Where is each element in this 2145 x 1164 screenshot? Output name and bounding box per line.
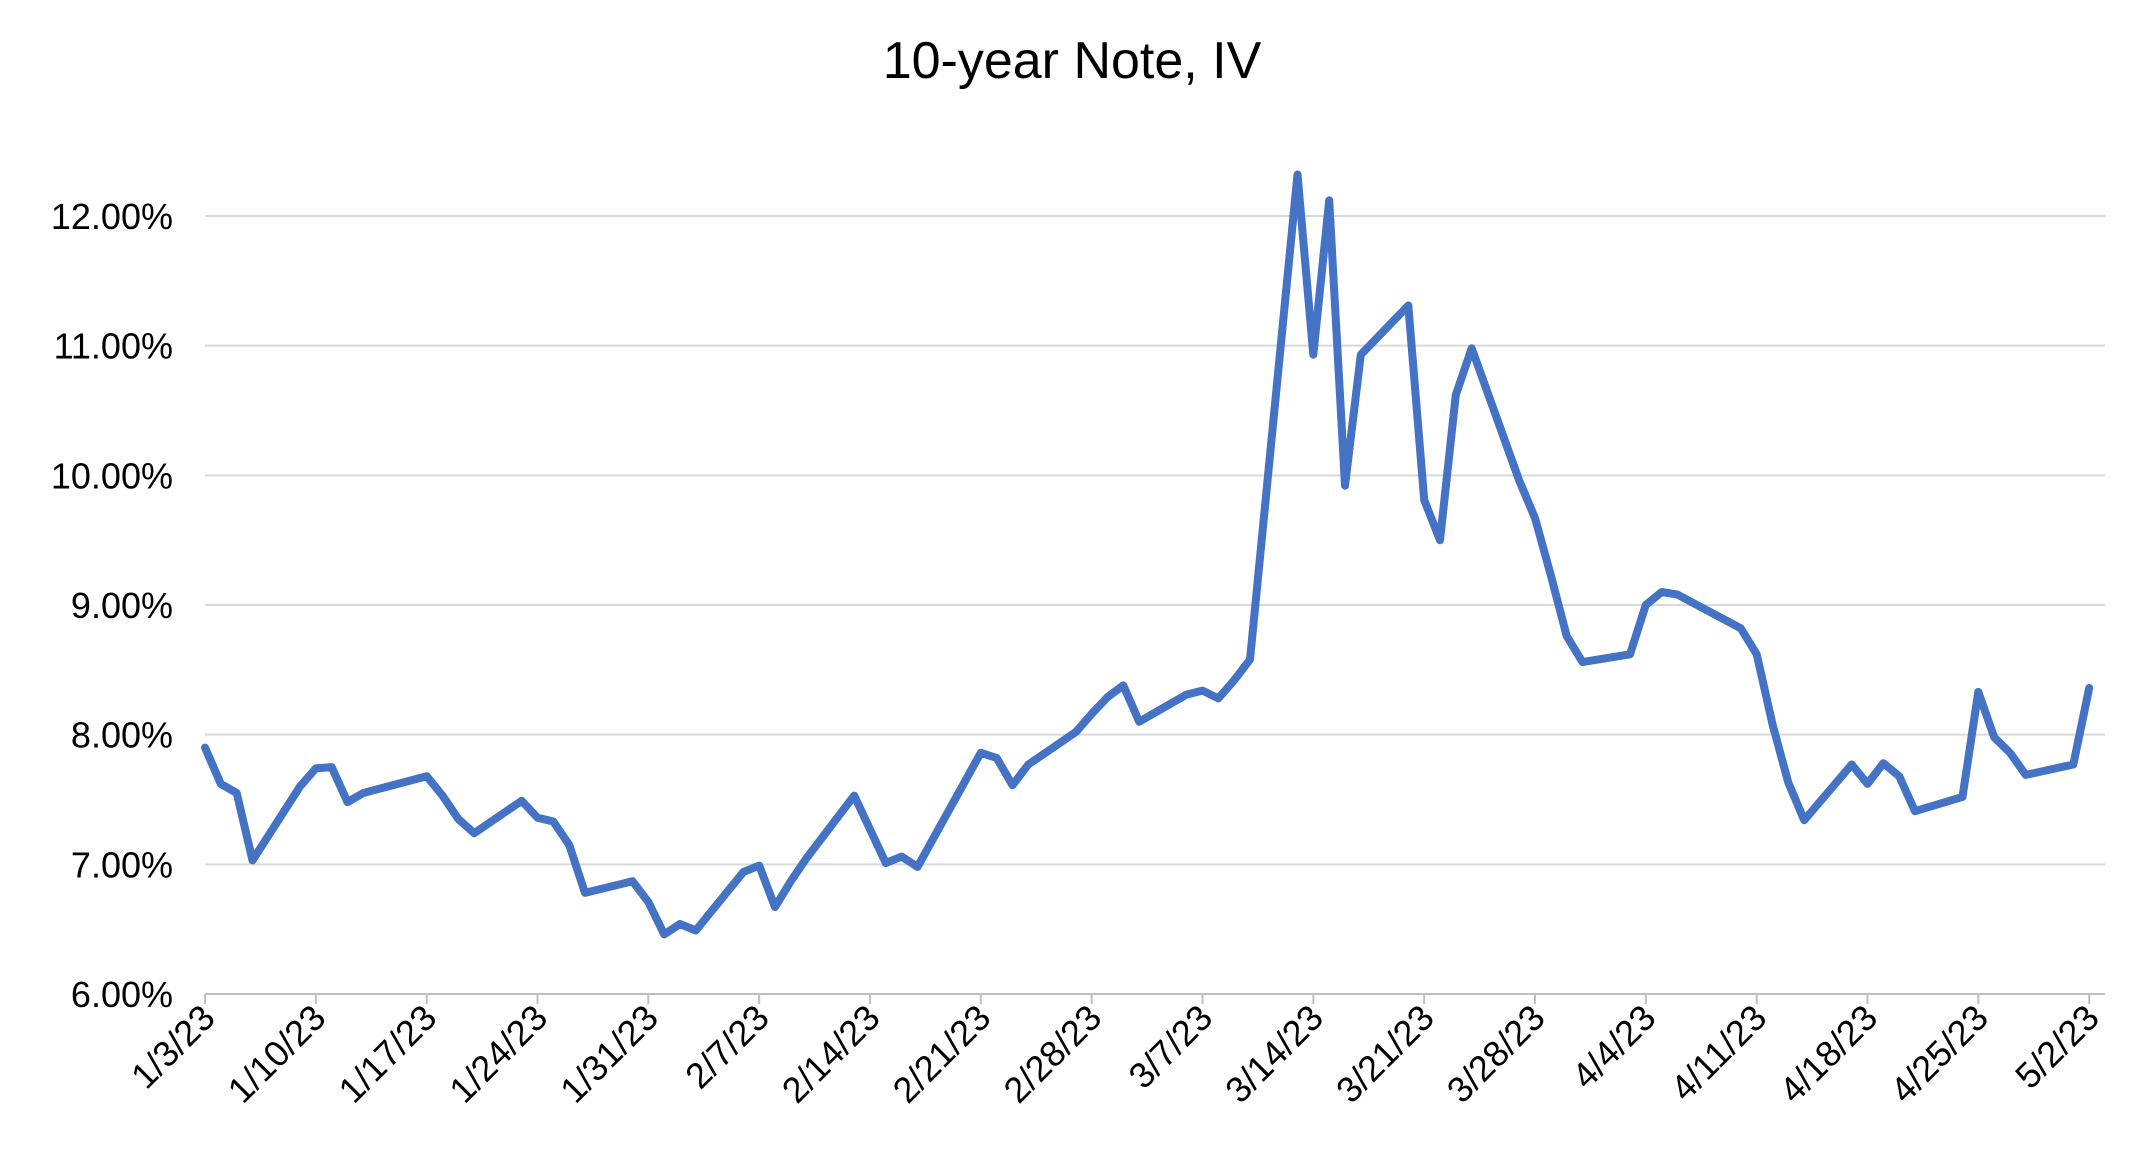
y-tick-label: 11.00% xyxy=(54,326,173,367)
x-tick-label: 2/14/23 xyxy=(774,997,888,1111)
x-tick-label: 4/4/23 xyxy=(1564,997,1664,1097)
y-tick-label: 12.00% xyxy=(51,196,173,237)
x-axis-ticks: 1/3/231/10/231/17/231/24/231/31/23 2/7/23… xyxy=(123,994,2107,1111)
y-tick-label: 10.00% xyxy=(51,455,173,496)
x-tick-label: 2/7/23 xyxy=(677,997,777,1097)
y-tick-label: 9.00% xyxy=(71,585,173,626)
y-tick-label: 6.00% xyxy=(71,974,173,1015)
x-tick-label: 4/11/23 xyxy=(1662,997,1774,1109)
series-line xyxy=(201,170,2094,939)
x-tick-label: 3/7/23 xyxy=(1120,997,1220,1097)
x-tick-label: 1/17/23 xyxy=(330,997,444,1111)
y-tick-label: 7.00% xyxy=(71,844,173,885)
x-tick-label: 2/21/23 xyxy=(885,997,999,1111)
series-layer xyxy=(201,170,2094,939)
x-tick-label: 1/24/23 xyxy=(441,997,555,1111)
x-tick-label: 3/28/23 xyxy=(1439,997,1553,1111)
x-tick-label: 3/14/23 xyxy=(1217,997,1331,1111)
grid-lines xyxy=(205,215,2105,866)
x-tick-label: 1/31/23 xyxy=(552,997,666,1111)
x-tick-label: 3/21/23 xyxy=(1328,997,1442,1111)
chart-title: 10-year Note, IV xyxy=(883,32,1262,90)
x-tick-label: 4/18/23 xyxy=(1771,997,1885,1111)
y-tick-label: 8.00% xyxy=(71,715,173,756)
x-tick-label: 2/28/23 xyxy=(995,997,1109,1111)
x-tick-label: 4/25/23 xyxy=(1882,997,1996,1111)
x-tick-label: 1/10/23 xyxy=(220,997,334,1111)
x-tick-label: 5/2/23 xyxy=(2007,997,2107,1097)
y-axis-tick-labels: 6.00% 7.00% 8.00% 9.00% 10.00% 11.00% 12.00% xyxy=(51,196,173,1015)
